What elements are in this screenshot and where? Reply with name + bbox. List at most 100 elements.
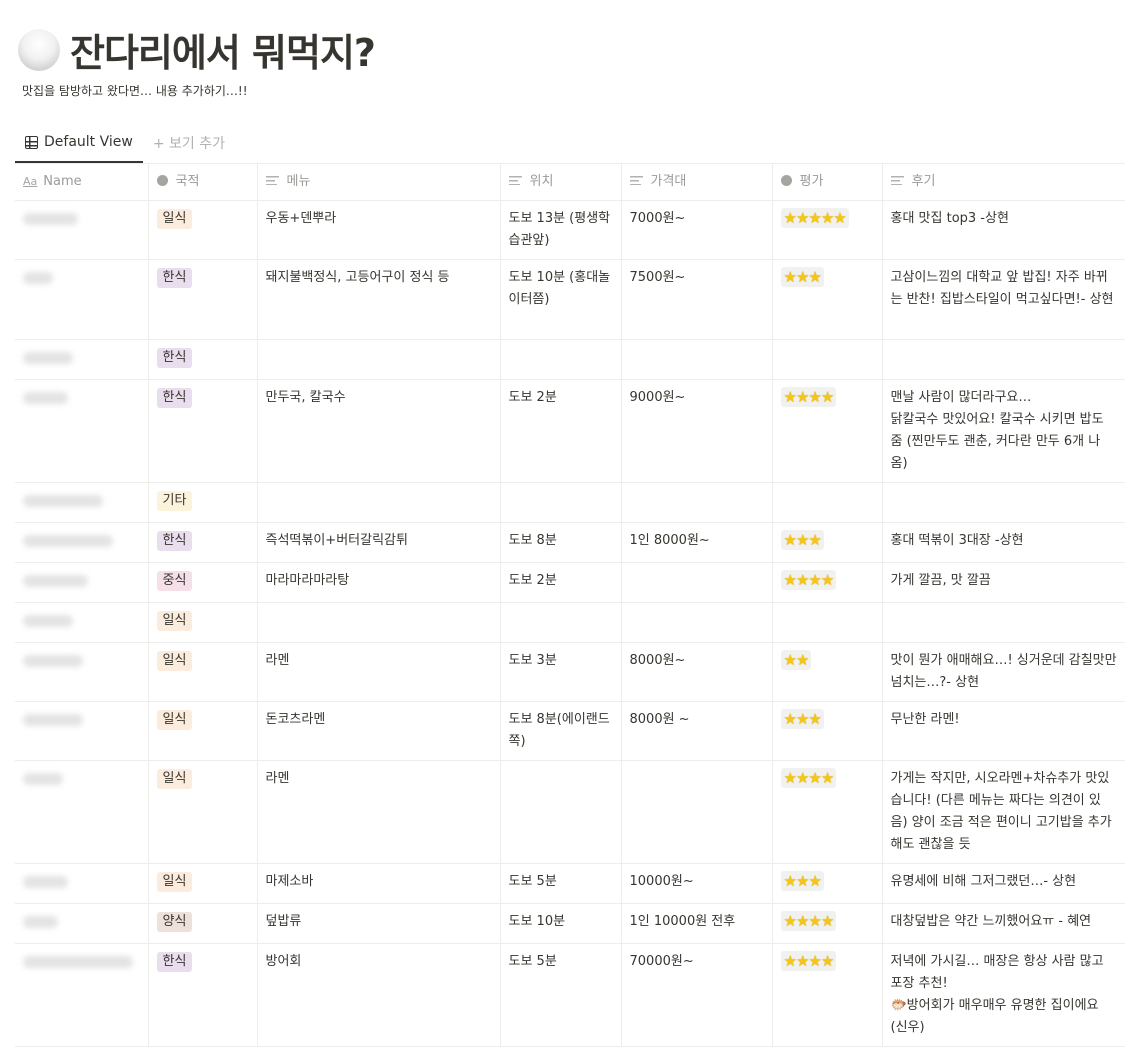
rating-cell[interactable] [772,339,883,380]
menu-cell[interactable]: 즉석떡볶이+버터갈릭감튀 [257,522,501,563]
rating-cell[interactable]: ★★ [772,642,883,702]
menu-cell[interactable]: 라멘 [257,760,501,864]
menu-cell[interactable] [257,602,501,643]
name-cell[interactable] [15,602,149,643]
table-row[interactable]: 한식 방어회 도보 5분 70000원~ ★★★★ 저녁에 가시길… 매장은 항상 사람 … [15,943,1125,1047]
cuisine-cell[interactable]: 중식 [148,562,258,603]
table-row[interactable]: 일식 돈코츠라멘 도보 8분(에이랜드 쪽) 8000원 ~ ★★★ 무난한 라멘! [15,701,1125,761]
menu-cell[interactable]: 덮밥류 [257,903,501,944]
price-cell[interactable]: 10000원~ [621,863,773,904]
review-cell[interactable]: 홍대 떡볶이 3대장 -상현 [882,522,1125,563]
name-cell[interactable] [15,522,149,563]
rating-cell[interactable]: ★★★★★ [772,200,883,260]
table-row[interactable]: 한식 [15,339,1125,380]
table-row[interactable]: 일식 마제소바 도보 5분 10000원~ ★★★ 유명세에 비해 그저그랬던…- 상현 [15,863,1125,904]
cuisine-cell[interactable]: 기타 [148,482,258,523]
location-cell[interactable]: 도보 5분 [500,863,622,904]
menu-cell[interactable]: 라멘 [257,642,501,702]
column-header-4[interactable]: 가격대 [621,163,773,201]
table-row[interactable]: 일식 라멘 ★★★★ 가게는 작지만, 시오라멘+차슈추가 맛있습니다! (다른 메뉴… [15,760,1125,864]
name-cell[interactable] [15,760,149,864]
review-cell[interactable]: 유명세에 비해 그저그랬던…- 상현 [882,863,1125,904]
menu-cell[interactable]: 만두국, 칼국수 [257,379,501,483]
add-view-button[interactable]: + 보기 추가 [152,136,225,152]
rating-cell[interactable] [772,482,883,523]
cuisine-cell[interactable]: 일식 [148,863,258,904]
price-cell[interactable] [621,602,773,643]
location-cell[interactable] [500,602,622,643]
table-row[interactable]: 기타 [15,482,1125,523]
price-cell[interactable] [621,562,773,603]
cuisine-cell[interactable]: 한식 [148,259,258,340]
cuisine-cell[interactable]: 일식 [148,642,258,702]
cuisine-cell[interactable]: 한식 [148,379,258,483]
review-cell[interactable] [882,482,1125,523]
page-title[interactable]: 잔다리에서 뭐먹지? [70,31,376,75]
menu-cell[interactable] [257,482,501,523]
price-cell[interactable]: 9000원~ [621,379,773,483]
rating-cell[interactable]: ★★★★ [772,943,883,1047]
cuisine-cell[interactable]: 양식 [148,903,258,944]
name-cell[interactable] [15,943,149,1047]
rating-cell[interactable]: ★★★★ [772,562,883,603]
column-header-1[interactable]: 국적 [148,163,258,201]
location-cell[interactable]: 도보 2분 [500,562,622,603]
location-cell[interactable]: 도보 2분 [500,379,622,483]
review-cell[interactable] [882,602,1125,643]
table-row[interactable]: 일식 [15,602,1125,643]
review-cell[interactable]: 고삼이느낌의 대학교 앞 밥집! 자주 바뀌는 반찬! 집밥스타일이 먹고싶다면… [882,259,1125,340]
location-cell[interactable]: 도보 10분 [500,903,622,944]
rating-cell[interactable]: ★★★ [772,522,883,563]
name-cell[interactable] [15,339,149,380]
price-cell[interactable] [621,482,773,523]
location-cell[interactable] [500,760,622,864]
location-cell[interactable]: 도보 8분(에이랜드 쪽) [500,701,622,761]
review-cell[interactable] [882,339,1125,380]
page-description[interactable]: 맛집을 탐방하고 왔다면… 내용 추가하기…!! [22,84,248,98]
column-header-6[interactable]: 후기 [882,163,1125,201]
table-row[interactable]: 일식 라멘 도보 3분 8000원~ ★★ 맛이 뭔가 애매해요…! 싱거운데 감칠맛만 … [15,642,1125,702]
price-cell[interactable]: 7500원~ [621,259,773,340]
column-header-0[interactable]: Aa Name [15,163,149,201]
name-cell[interactable] [15,903,149,944]
column-header-5[interactable]: 평가 [772,163,883,201]
name-cell[interactable] [15,200,149,260]
location-cell[interactable]: 도보 3분 [500,642,622,702]
price-cell[interactable]: 1인 10000원 전후 [621,903,773,944]
rating-cell[interactable]: ★★★ [772,863,883,904]
review-cell[interactable]: 가게는 작지만, 시오라멘+차슈추가 맛있습니다! (다른 메뉴는 짜다는 의견… [882,760,1125,864]
location-cell[interactable]: 도보 10분 (홍대놀이터쯤) [500,259,622,340]
review-cell[interactable]: 저녁에 가시길… 매장은 항상 사람 많고 포장 추천! 🐡방어회가 매우매우 … [882,943,1125,1047]
cuisine-cell[interactable]: 일식 [148,200,258,260]
review-cell[interactable]: 무난한 라멘! [882,701,1125,761]
table-row[interactable]: 중식 마라마라마라탕 도보 2분 ★★★★ 가게 깔끔, 맛 깔끔 [15,562,1125,603]
price-cell[interactable]: 8000원 ~ [621,701,773,761]
table-row[interactable]: 일식 우동+덴뿌라 도보 13분 (평생학습관앞) 7000원~ ★★★★★ 홍대 맛집 … [15,200,1125,260]
table-row[interactable]: 한식 만두국, 칼국수 도보 2분 9000원~ ★★★★ 맨날 사람이 많더라구요… 닭… [15,379,1125,483]
rating-cell[interactable] [772,602,883,643]
name-cell[interactable] [15,482,149,523]
price-cell[interactable]: 7000원~ [621,200,773,260]
review-cell[interactable]: 맛이 뭔가 애매해요…! 싱거운데 감칠맛만 넘치는…?- 상현 [882,642,1125,702]
cuisine-cell[interactable]: 일식 [148,701,258,761]
price-cell[interactable]: 70000원~ [621,943,773,1047]
location-cell[interactable] [500,482,622,523]
cuisine-cell[interactable]: 일식 [148,602,258,643]
location-cell[interactable]: 도보 13분 (평생학습관앞) [500,200,622,260]
table-row[interactable]: 양식 덮밥류 도보 10분 1인 10000원 전후 ★★★★ 대창덮밥은 약간 느끼했어… [15,903,1125,944]
menu-cell[interactable]: 돈코츠라멘 [257,701,501,761]
name-cell[interactable] [15,863,149,904]
price-cell[interactable]: 8000원~ [621,642,773,702]
name-cell[interactable] [15,701,149,761]
rating-cell[interactable]: ★★★ [772,259,883,340]
table-row[interactable]: 한식 즉석떡볶이+버터갈릭감튀 도보 8분 1인 8000원~ ★★★ 홍대 떡볶이 3대… [15,522,1125,563]
column-header-2[interactable]: 메뉴 [257,163,501,201]
price-cell[interactable]: 1인 8000원~ [621,522,773,563]
cuisine-cell[interactable]: 한식 [148,943,258,1047]
column-header-3[interactable]: 위치 [500,163,622,201]
price-cell[interactable] [621,760,773,864]
menu-cell[interactable]: 우동+덴뿌라 [257,200,501,260]
menu-cell[interactable] [257,339,501,380]
review-cell[interactable]: 가게 깔끔, 맛 깔끔 [882,562,1125,603]
name-cell[interactable] [15,259,149,340]
